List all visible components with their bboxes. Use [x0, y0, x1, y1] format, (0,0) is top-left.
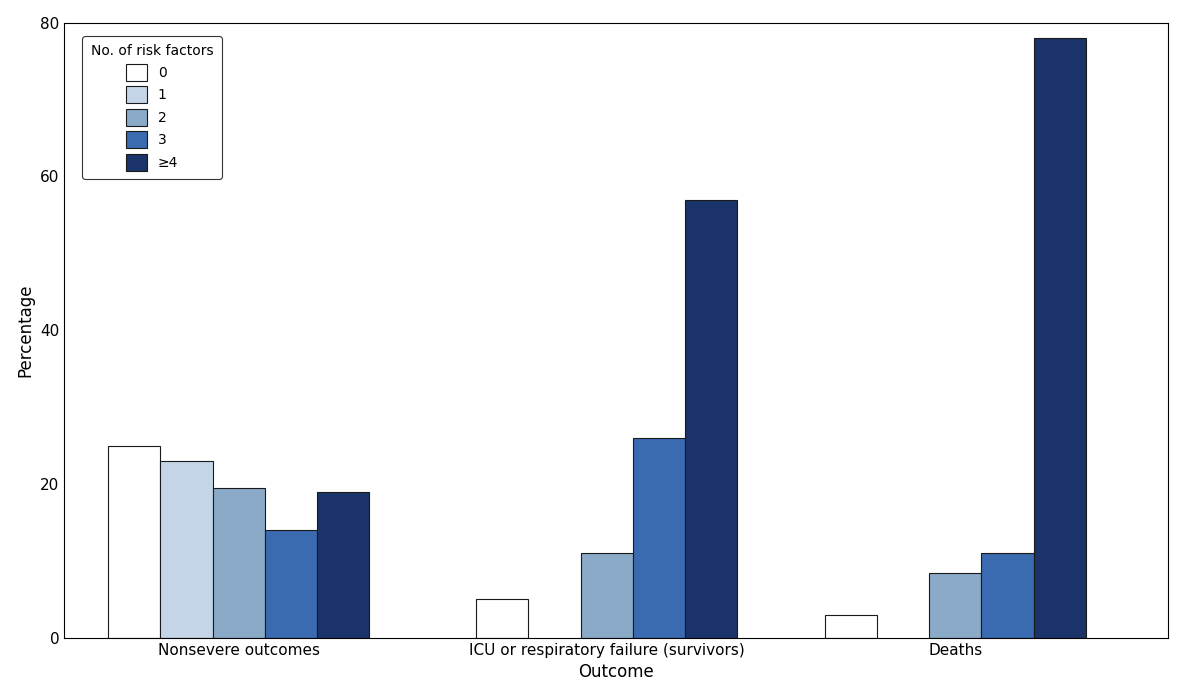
Bar [825, 615, 877, 638]
Bar [212, 488, 265, 638]
Bar [476, 600, 529, 638]
Legend: 0, 1, 2, 3, ≥4: 0, 1, 2, 3, ≥4 [83, 36, 222, 179]
Bar [265, 530, 318, 638]
X-axis label: Outcome: Outcome [578, 663, 654, 681]
Bar [318, 492, 370, 638]
Bar [581, 554, 633, 638]
Bar [108, 445, 160, 638]
Bar [685, 200, 737, 638]
Bar [633, 438, 685, 638]
Y-axis label: Percentage: Percentage [17, 283, 34, 377]
Bar [981, 554, 1033, 638]
Bar [160, 461, 212, 638]
Bar [1033, 38, 1085, 638]
Bar [929, 572, 981, 638]
